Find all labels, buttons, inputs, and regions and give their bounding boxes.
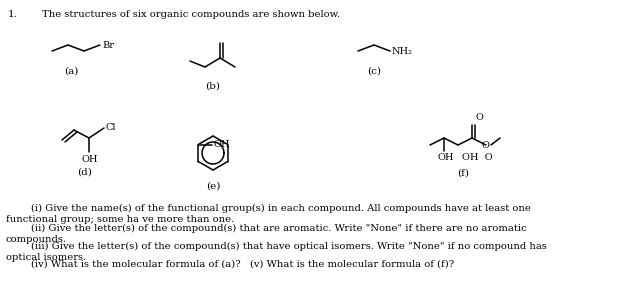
Text: O: O: [481, 141, 489, 150]
Text: (b): (b): [205, 82, 220, 91]
Text: OH: OH: [81, 154, 98, 164]
Text: (iii) Give the letter(s) of the compound(s) that have optical isomers. Write "No: (iii) Give the letter(s) of the compound…: [6, 242, 547, 262]
Text: OH: OH: [437, 152, 454, 162]
Text: (v) What is the molecular formula of (f)?: (v) What is the molecular formula of (f)…: [225, 260, 454, 269]
Text: NH₂: NH₂: [392, 46, 413, 56]
Text: O: O: [476, 113, 484, 122]
Text: (e): (e): [206, 182, 220, 190]
Text: OH  O: OH O: [462, 154, 493, 162]
Text: (c): (c): [367, 66, 381, 76]
Text: (a): (a): [64, 66, 78, 76]
Text: (i) Give the name(s) of the functional group(s) in each compound. All compounds : (i) Give the name(s) of the functional g…: [6, 204, 531, 224]
Text: 1.: 1.: [8, 10, 17, 19]
Text: (d): (d): [77, 168, 92, 176]
Text: (ii) Give the letter(s) of the compound(s) that are aromatic. Write "None" if th: (ii) Give the letter(s) of the compound(…: [6, 224, 527, 244]
Text: (iv) What is the molecular formula of (a)?: (iv) What is the molecular formula of (a…: [6, 260, 240, 269]
Text: Cl: Cl: [105, 123, 115, 133]
Text: (f): (f): [457, 168, 469, 178]
Text: OH: OH: [213, 140, 230, 149]
Text: Br: Br: [102, 40, 114, 50]
Text: The structures of six organic compounds are shown below.: The structures of six organic compounds …: [42, 10, 340, 19]
